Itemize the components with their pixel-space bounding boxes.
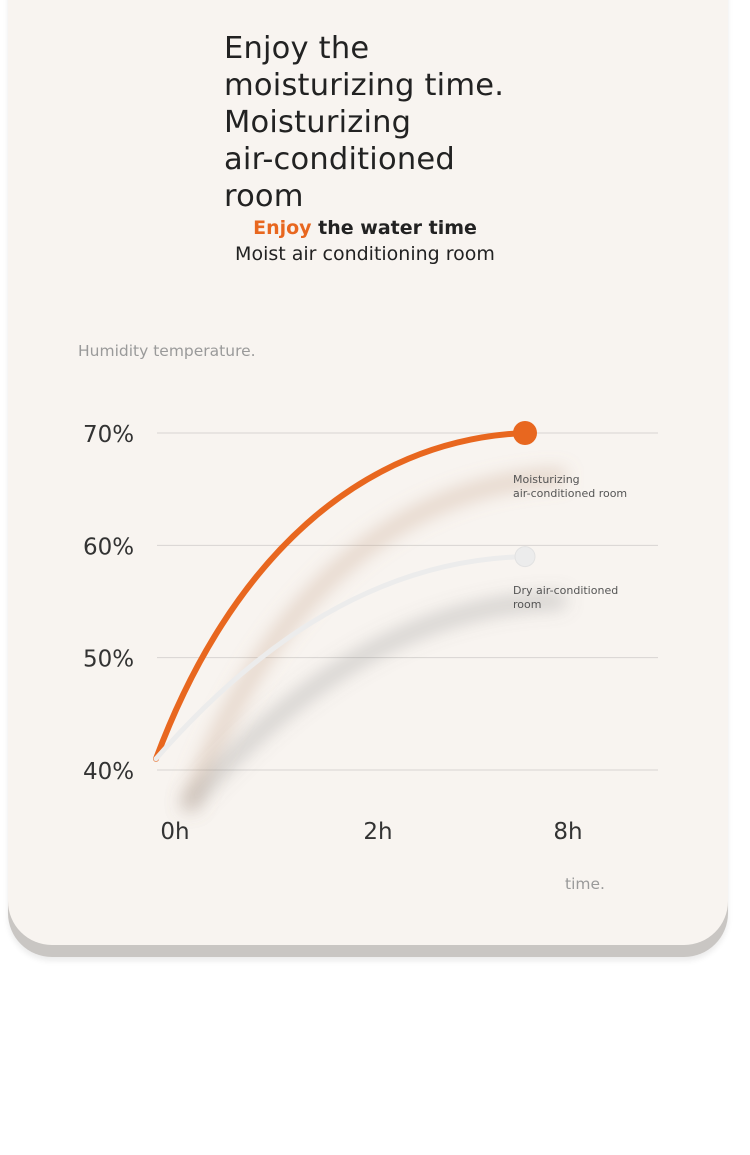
- series-lines: [153, 421, 537, 762]
- x-tick-label: 8h: [553, 819, 582, 845]
- y-axis-ticks: 70% 60% 50% 40%: [83, 422, 134, 785]
- series-line: [153, 430, 528, 762]
- series-line: [153, 554, 528, 762]
- headline-line-3: Moisturizing: [224, 105, 412, 140]
- series-label: Moisturizing: [513, 473, 580, 486]
- subtitle-accent: Enjoy: [253, 217, 312, 239]
- series-end-point: [513, 421, 537, 445]
- headline-line-1: Enjoy the: [224, 31, 370, 66]
- chart-card: [8, 0, 728, 945]
- y-tick-label: 40%: [83, 759, 134, 785]
- x-tick-label: 2h: [363, 819, 392, 845]
- headline-line-2: moisturizing time.: [224, 68, 505, 103]
- y-axis-label: Humidity temperature.: [78, 342, 256, 360]
- x-tick-label: 0h: [160, 819, 189, 845]
- series-label: Dry air-conditioned: [513, 584, 618, 597]
- x-axis-ticks: 0h 2h 8h: [160, 819, 582, 845]
- series-label: air-conditioned room: [513, 487, 627, 500]
- headline-line-4: air-conditioned: [224, 142, 455, 177]
- x-axis-label: time.: [565, 875, 605, 893]
- headline-line-5: room: [224, 179, 304, 214]
- y-tick-label: 70%: [83, 422, 134, 448]
- series-label: room: [513, 598, 541, 611]
- y-tick-label: 50%: [83, 647, 134, 673]
- headline: Enjoy the moisturizing time. Moisturizin…: [224, 30, 544, 215]
- subtitle-2: Moist air conditioning room: [235, 243, 495, 265]
- subtitle: Enjoy the water time: [200, 217, 530, 239]
- line-shadows: [182, 469, 567, 811]
- series-end-point: [514, 546, 536, 568]
- y-tick-label: 60%: [83, 534, 134, 560]
- grid-lines: [157, 432, 658, 771]
- series-shadow: [182, 592, 567, 811]
- series-shadow: [182, 469, 567, 811]
- subtitle-rest: the water time: [311, 217, 477, 239]
